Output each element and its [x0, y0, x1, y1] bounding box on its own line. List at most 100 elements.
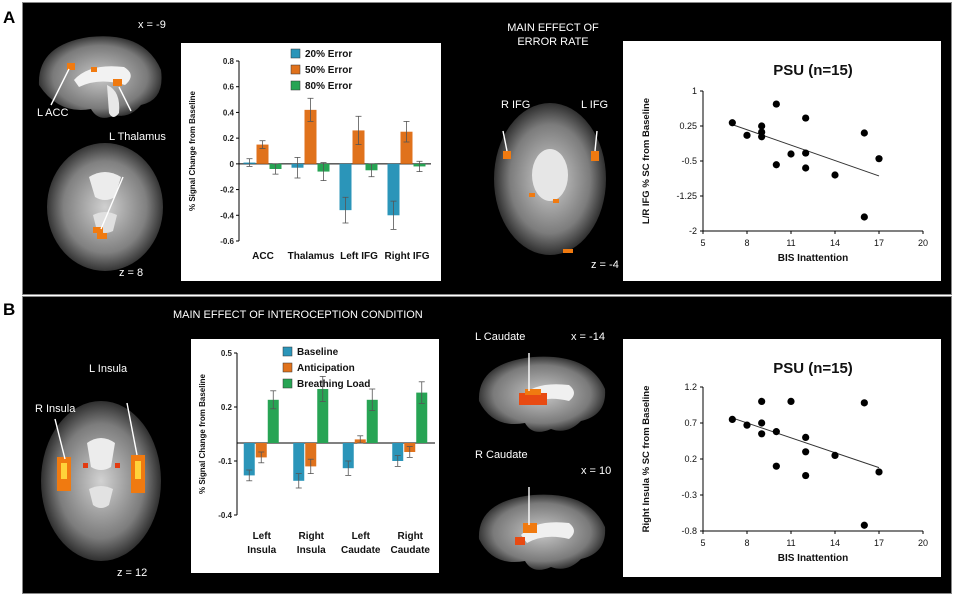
- bar-chart-b-box: 0.5 0.2 -0.1 -0.4 % Signal Change from Basel…: [191, 339, 439, 573]
- effect-title-a-line2: ERROR RATE: [517, 36, 589, 48]
- scatter-point: [772, 100, 780, 108]
- legend-label: Baseline: [297, 347, 339, 358]
- bar-chart-b: 0.5 0.2 -0.1 -0.4 % Signal Change from Basel…: [198, 346, 435, 556]
- legend-label: 80% Error: [305, 81, 352, 92]
- activation-r-caudate-2: [515, 537, 525, 545]
- y-tick-label: 0.2: [221, 403, 233, 412]
- legend-swatch: [290, 80, 301, 91]
- scatter-a: PSU (n=15) 1 0.25 -0.5 -1.25 -25 8 11 14 17 20 BIS …: [641, 62, 928, 264]
- scatter-point: [860, 213, 868, 221]
- x-axis-label: BIS Inattention: [778, 553, 849, 564]
- x-tick-label: 8: [744, 238, 749, 248]
- brain-axial-a-mid: [494, 103, 606, 255]
- coord-mid-a: z = -4: [591, 259, 619, 271]
- scatter-point: [743, 421, 751, 429]
- legend-label: 50% Error: [305, 65, 352, 76]
- x-tick-label: 17: [874, 538, 884, 548]
- x-axis-label: BIS Inattention: [778, 253, 849, 264]
- y-tick-label: -1.25: [676, 191, 697, 201]
- y-tick-label: 0.2: [223, 134, 235, 143]
- y-tick-label: -0.3: [681, 490, 697, 500]
- category-label: Right IFG: [385, 251, 430, 262]
- scatter-point: [743, 131, 751, 139]
- scatter-point: [728, 415, 736, 423]
- brain-axial-b: [41, 401, 161, 561]
- category-label: Insula: [297, 545, 326, 556]
- bar-breathing-load: [317, 389, 329, 443]
- scatter-point: [831, 451, 839, 459]
- activation-r-insula-core: [61, 463, 67, 479]
- y-tick-label: -0.4: [220, 211, 234, 220]
- y-tick-label: -0.6: [220, 237, 234, 246]
- scatter-point: [787, 150, 795, 158]
- y-tick-label: 1: [692, 86, 697, 96]
- brain-axial-a: [47, 143, 163, 271]
- panel-b: MAIN EFFECT OF INTEROCEPTION CONDITION L…: [22, 296, 952, 594]
- scatter-point: [787, 397, 795, 405]
- category-label: Left: [352, 531, 371, 542]
- y-tick-label: 0.4: [223, 108, 235, 117]
- bar-anticipation: [255, 443, 267, 458]
- y-tick-label: 0.2: [684, 454, 697, 464]
- y-tick-label: -0.5: [681, 156, 697, 166]
- y-tick-label: -0.4: [218, 511, 232, 520]
- activation-mid-1: [529, 193, 535, 197]
- activation-caud-l-ax: [115, 463, 120, 468]
- coord-sag2-b: x = 10: [581, 465, 612, 477]
- scatter-title: PSU (n=15): [773, 62, 853, 79]
- scatter-point: [802, 448, 810, 456]
- y-tick-label: 0.6: [223, 83, 235, 92]
- scatter-title: PSU (n=15): [773, 360, 853, 377]
- label-r-caudate: R Caudate: [475, 449, 528, 461]
- x-tick-label: 20: [918, 238, 928, 248]
- effect-title-a: MAIN EFFECT OF ERROR RATE: [498, 21, 608, 49]
- category-label: ACC: [252, 251, 274, 262]
- activation-r-caudate: [523, 523, 537, 533]
- label-l-caudate: L Caudate: [475, 331, 526, 343]
- activation-l-insula-core: [135, 461, 141, 479]
- bar-chart-a-box: 0.8 0.6 0.4 0.2 0 -0.2 -0.4 -0.6 % Signal Change…: [181, 43, 441, 281]
- scatter-point: [802, 149, 810, 157]
- y-tick-label: 0: [230, 160, 235, 169]
- bar-20-error: [387, 163, 400, 216]
- y-tick-label: 0.5: [221, 349, 233, 358]
- scatter-point: [758, 419, 766, 427]
- x-tick-label: 5: [700, 538, 705, 548]
- category-label: Left IFG: [340, 251, 378, 262]
- coord-sag-a: x = -9: [138, 19, 166, 31]
- label-r-ifg: R IFG: [501, 99, 531, 111]
- category-label: Thalamus: [288, 251, 335, 262]
- bar-20-error: [339, 163, 352, 211]
- label-l-thalamus: L Thalamus: [109, 131, 166, 143]
- x-tick-label: 11: [786, 538, 795, 548]
- y-tick-label: -2: [689, 226, 697, 236]
- activation-thalamus-ax-2: [97, 233, 107, 239]
- legend-label: Breathing Load: [297, 379, 370, 390]
- category-label: Right: [397, 531, 423, 542]
- scatter-a-box: PSU (n=15) 1 0.25 -0.5 -1.25 -2 5 8 11 14 17 20 BIS …: [623, 41, 941, 281]
- bar-breathing-load: [267, 399, 279, 443]
- x-tick-label: 8: [744, 538, 749, 548]
- legend-label: 20% Error: [305, 49, 352, 60]
- coord-ax-b: z = 12: [117, 567, 148, 579]
- y-tick-label: 0.7: [684, 418, 697, 428]
- bar-breathing-load: [416, 392, 428, 443]
- label-l-acc: L ACC: [37, 107, 69, 119]
- effect-title-a-line1: MAIN EFFECT OF: [507, 22, 599, 34]
- category-label: Left: [253, 531, 272, 542]
- scatter-point: [772, 161, 780, 169]
- label-r-insula: R Insula: [35, 403, 76, 415]
- x-tick-label: 17: [874, 238, 884, 248]
- scatter-point: [860, 399, 868, 407]
- scatter-b: PSU (n=15) 1.2 0.7 0.2 -0.3 -0.85 8 11 14 17 20 BIS…: [641, 360, 928, 564]
- bar-baseline: [243, 443, 255, 476]
- brain-sag-b1: [478, 353, 606, 432]
- bar-anticipation: [305, 443, 317, 467]
- label-l-ifg: L IFG: [581, 99, 609, 111]
- category-label: Caudate: [341, 545, 381, 556]
- activation-r-ifg: [503, 151, 511, 159]
- x-tick-label: 5: [700, 238, 705, 248]
- y-tick-label: -0.8: [681, 526, 697, 536]
- bar-50-error: [256, 144, 269, 164]
